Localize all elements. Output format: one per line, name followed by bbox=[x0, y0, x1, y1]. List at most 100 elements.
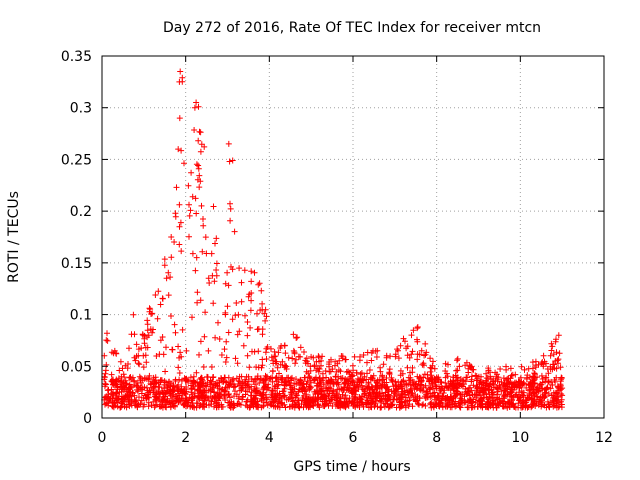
data-point bbox=[152, 292, 159, 298]
data-point bbox=[513, 379, 520, 386]
data-point bbox=[201, 143, 208, 150]
data-point bbox=[480, 379, 487, 386]
data-point bbox=[143, 359, 150, 366]
data-point bbox=[540, 352, 547, 359]
data-point bbox=[261, 310, 268, 317]
data-point bbox=[178, 147, 185, 154]
data-point bbox=[508, 392, 515, 399]
data-point bbox=[468, 402, 475, 409]
data-point bbox=[103, 361, 110, 368]
data-point bbox=[203, 383, 210, 390]
data-point bbox=[230, 376, 237, 383]
data-point bbox=[319, 377, 326, 384]
data-point bbox=[438, 383, 445, 390]
data-point bbox=[557, 385, 564, 391]
data-point bbox=[442, 360, 449, 367]
data-point bbox=[326, 390, 333, 397]
data-point bbox=[338, 400, 345, 407]
data-point bbox=[467, 363, 474, 370]
data-point bbox=[556, 350, 563, 357]
data-point bbox=[421, 393, 428, 400]
data-point bbox=[171, 239, 178, 245]
data-point bbox=[502, 401, 509, 407]
data-point bbox=[254, 310, 260, 317]
data-point bbox=[104, 337, 111, 344]
data-point bbox=[535, 361, 542, 368]
data-point bbox=[545, 370, 552, 377]
data-point bbox=[242, 388, 249, 395]
data-point bbox=[102, 380, 109, 387]
data-point bbox=[457, 395, 463, 402]
data-point bbox=[192, 195, 199, 202]
data-point bbox=[455, 400, 462, 407]
data-point bbox=[199, 403, 206, 410]
data-point bbox=[103, 337, 110, 344]
data-point bbox=[140, 352, 147, 359]
data-point bbox=[416, 401, 422, 408]
data-point bbox=[147, 306, 154, 313]
data-point bbox=[113, 395, 120, 402]
data-point bbox=[124, 391, 131, 398]
data-point bbox=[256, 280, 263, 287]
data-point bbox=[290, 347, 297, 354]
data-point bbox=[116, 367, 123, 374]
data-point bbox=[557, 378, 564, 385]
data-point bbox=[195, 386, 202, 393]
data-point bbox=[383, 375, 390, 381]
data-point bbox=[242, 312, 248, 319]
data-point bbox=[141, 384, 148, 391]
data-point bbox=[510, 400, 517, 407]
data-point bbox=[143, 395, 149, 402]
data-point bbox=[401, 399, 408, 406]
data-point bbox=[232, 355, 239, 362]
data-point bbox=[419, 361, 426, 368]
data-point bbox=[244, 381, 251, 388]
data-point bbox=[364, 370, 370, 377]
data-point bbox=[342, 380, 349, 387]
data-point bbox=[553, 336, 559, 343]
data-point bbox=[295, 353, 302, 360]
y-axis-label: ROTI / TECUs bbox=[6, 191, 22, 283]
data-point bbox=[103, 400, 110, 407]
data-point bbox=[209, 384, 216, 391]
data-point bbox=[371, 403, 378, 410]
data-point bbox=[136, 394, 142, 401]
data-point bbox=[183, 347, 190, 354]
data-point bbox=[258, 287, 265, 294]
data-point bbox=[411, 386, 418, 393]
data-point bbox=[442, 368, 449, 374]
data-point bbox=[248, 268, 255, 275]
data-point bbox=[144, 317, 151, 324]
chart-title: Day 272 of 2016, Rate Of TEC Index for r… bbox=[163, 20, 541, 36]
data-point bbox=[190, 383, 197, 390]
data-point bbox=[196, 172, 203, 179]
data-point bbox=[549, 382, 556, 388]
data-point bbox=[108, 349, 115, 356]
data-point bbox=[111, 347, 118, 354]
data-point bbox=[501, 393, 508, 400]
data-point bbox=[539, 385, 546, 392]
data-point bbox=[532, 371, 538, 377]
data-point bbox=[321, 396, 328, 403]
data-point bbox=[435, 401, 442, 408]
data-point bbox=[315, 353, 322, 360]
data-point bbox=[179, 74, 186, 81]
data-point bbox=[211, 278, 218, 285]
data-point bbox=[493, 404, 500, 411]
data-point bbox=[239, 396, 246, 403]
data-point bbox=[227, 200, 233, 207]
data-point bbox=[426, 386, 433, 393]
data-point bbox=[406, 388, 413, 395]
data-point bbox=[223, 338, 230, 345]
data-point bbox=[377, 368, 384, 375]
data-point bbox=[291, 349, 298, 356]
data-point bbox=[302, 357, 309, 364]
data-point bbox=[494, 385, 501, 392]
data-point bbox=[226, 158, 233, 165]
data-point bbox=[341, 384, 348, 390]
data-point bbox=[494, 391, 501, 398]
data-point bbox=[553, 400, 560, 407]
data-point bbox=[253, 364, 260, 371]
data-point bbox=[186, 212, 193, 219]
data-point bbox=[150, 380, 157, 387]
